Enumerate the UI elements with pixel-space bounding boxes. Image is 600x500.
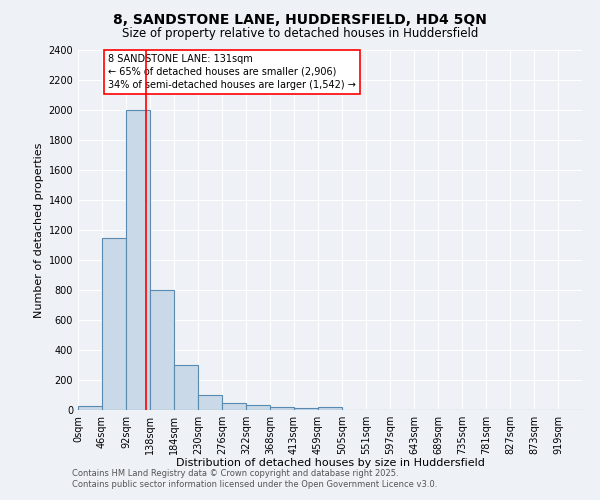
Bar <box>102 238 126 410</box>
Bar <box>294 408 318 410</box>
Bar <box>198 395 222 410</box>
Text: Contains public sector information licensed under the Open Government Licence v3: Contains public sector information licen… <box>72 480 437 489</box>
Bar <box>174 365 198 410</box>
Text: Size of property relative to detached houses in Huddersfield: Size of property relative to detached ho… <box>122 28 478 40</box>
Bar <box>222 403 246 410</box>
Text: Contains HM Land Registry data © Crown copyright and database right 2025.: Contains HM Land Registry data © Crown c… <box>72 468 398 477</box>
Text: 8 SANDSTONE LANE: 131sqm
← 65% of detached houses are smaller (2,906)
34% of sem: 8 SANDSTONE LANE: 131sqm ← 65% of detach… <box>108 54 356 90</box>
Bar <box>270 407 294 410</box>
Bar <box>246 405 270 410</box>
Y-axis label: Number of detached properties: Number of detached properties <box>34 142 44 318</box>
Bar <box>78 406 102 410</box>
Text: 8, SANDSTONE LANE, HUDDERSFIELD, HD4 5QN: 8, SANDSTONE LANE, HUDDERSFIELD, HD4 5QN <box>113 12 487 26</box>
Bar <box>318 407 342 410</box>
X-axis label: Distribution of detached houses by size in Huddersfield: Distribution of detached houses by size … <box>176 458 484 468</box>
Bar <box>126 110 150 410</box>
Bar <box>150 290 174 410</box>
